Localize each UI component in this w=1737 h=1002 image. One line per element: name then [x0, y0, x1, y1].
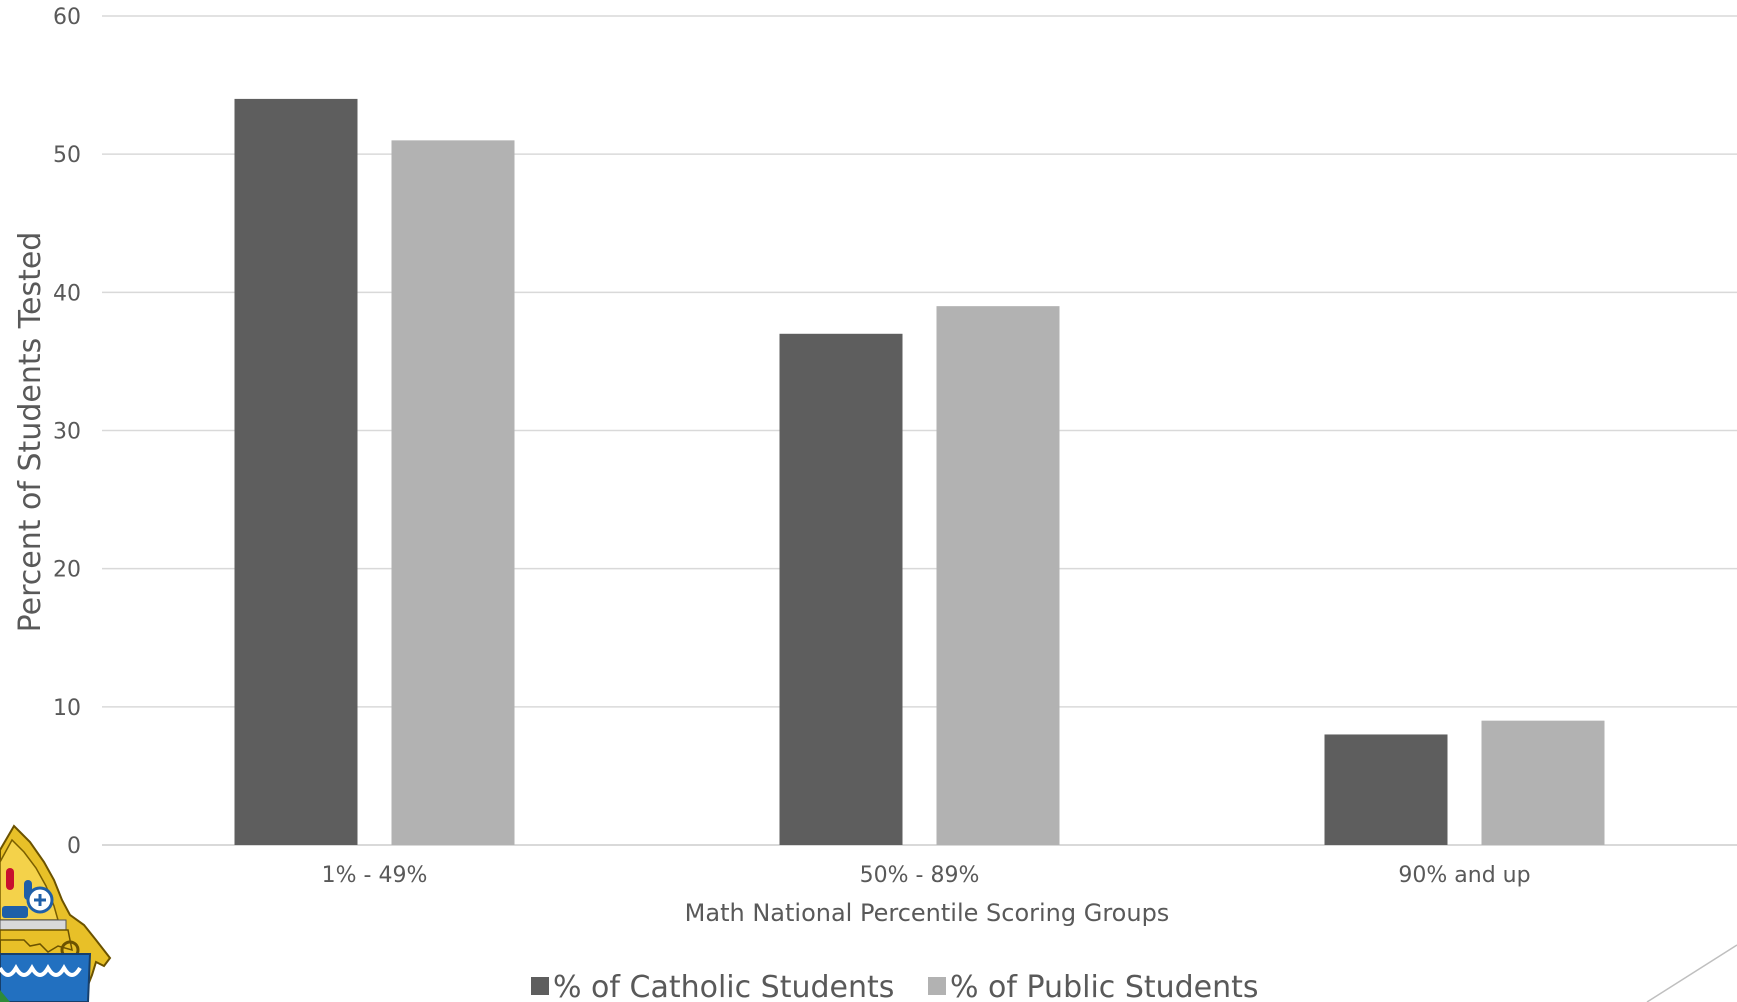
- bar-catholic-2: [1324, 734, 1448, 845]
- y-tick-label: 10: [53, 696, 81, 721]
- bar-public-1: [936, 306, 1060, 845]
- y-tick-label: 0: [67, 834, 81, 859]
- legend-label-public: % of Public Students: [950, 970, 1259, 1002]
- corner-slash-line-icon: [1646, 944, 1737, 1002]
- x-axis-ticks: 1% - 49% 50% - 89% 90% and up: [322, 863, 1531, 888]
- legend-swatch-catholic: [531, 977, 549, 995]
- bar-public-2: [1481, 720, 1605, 845]
- legend-swatch-public: [928, 977, 946, 995]
- y-tick-label: 40: [53, 281, 81, 306]
- bar-public-0: [391, 140, 515, 846]
- diocese-coat-of-arms-icon: [0, 824, 112, 1002]
- x-axis-title: Math National Percentile Scoring Groups: [685, 899, 1170, 927]
- legend: % of Catholic Students % of Public Stude…: [531, 970, 1259, 1002]
- y-tick-label: 60: [53, 5, 81, 30]
- bars: [234, 98, 1605, 846]
- gridlines: [102, 15, 1737, 846]
- x-tick-label: 50% - 89%: [860, 863, 980, 888]
- x-tick-label: 1% - 49%: [322, 863, 428, 888]
- bar-catholic-0: [234, 98, 358, 845]
- bar-catholic-1: [779, 333, 903, 845]
- y-tick-label: 20: [53, 558, 81, 583]
- y-tick-label: 30: [53, 420, 81, 445]
- y-axis-title: Percent of Students Tested: [13, 232, 48, 633]
- y-axis-ticks: 0 10 20 30 40 50 60: [53, 5, 81, 859]
- y-tick-label: 50: [53, 143, 81, 168]
- x-tick-label: 90% and up: [1398, 863, 1530, 888]
- legend-label-catholic: % of Catholic Students: [553, 970, 894, 1002]
